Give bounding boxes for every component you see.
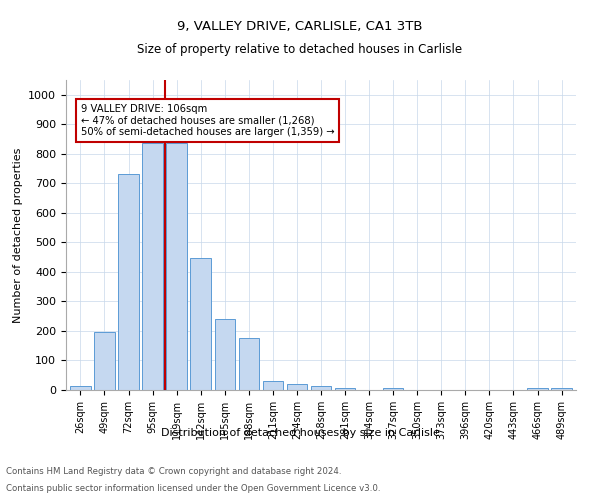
Bar xyxy=(311,386,331,390)
Bar xyxy=(287,384,307,390)
Text: Size of property relative to detached houses in Carlisle: Size of property relative to detached ho… xyxy=(137,42,463,56)
Bar xyxy=(118,174,139,390)
Bar xyxy=(166,144,187,390)
Text: Contains public sector information licensed under the Open Government Licence v3: Contains public sector information licen… xyxy=(6,484,380,493)
Bar xyxy=(142,144,163,390)
Text: Distribution of detached houses by size in Carlisle: Distribution of detached houses by size … xyxy=(161,428,439,438)
Bar xyxy=(215,319,235,390)
Y-axis label: Number of detached properties: Number of detached properties xyxy=(13,148,23,322)
Bar xyxy=(94,332,115,390)
Bar xyxy=(239,338,259,390)
Bar xyxy=(190,258,211,390)
Text: 9, VALLEY DRIVE, CARLISLE, CA1 3TB: 9, VALLEY DRIVE, CARLISLE, CA1 3TB xyxy=(177,20,423,33)
Text: Contains HM Land Registry data © Crown copyright and database right 2024.: Contains HM Land Registry data © Crown c… xyxy=(6,468,341,476)
Text: 9 VALLEY DRIVE: 106sqm
← 47% of detached houses are smaller (1,268)
50% of semi-: 9 VALLEY DRIVE: 106sqm ← 47% of detached… xyxy=(80,104,334,137)
Bar xyxy=(335,388,355,390)
Bar xyxy=(551,388,572,390)
Bar xyxy=(263,381,283,390)
Bar xyxy=(70,386,91,390)
Bar xyxy=(527,388,548,390)
Bar xyxy=(383,388,403,390)
